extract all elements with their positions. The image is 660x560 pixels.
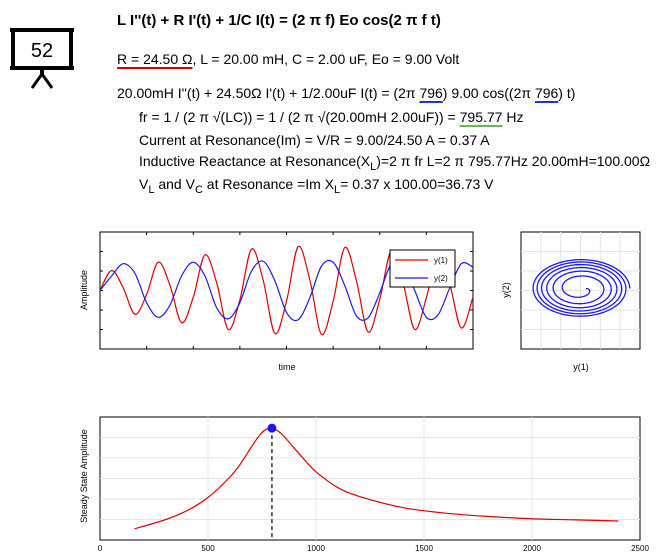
eq1-part-a: 20.00mH I''(t) + 24.50Ω I'(t) + 1/2.00uF… <box>117 85 420 101</box>
v-sub-l2: L <box>334 183 341 196</box>
eq1-frequency-1: 796 <box>419 85 443 101</box>
time-ylabel: Amplitude <box>79 270 89 310</box>
res-x-tick-label: 2500 <box>631 544 649 553</box>
xl-part-b: )=2 π fr L=2 π 795.77Hz 20.00mH=100.00Ω <box>376 153 651 169</box>
res-x-tick-label: 0 <box>98 544 103 553</box>
series-line-y1 <box>99 245 474 336</box>
equation-title: L I''(t) + R I'(t) + 1/C I(t) = (2 π f) … <box>117 12 441 29</box>
phase-plot-chart: y(1) y(2) <box>501 231 641 372</box>
phase-plot-grid <box>521 232 640 349</box>
resonance-peak-point <box>267 423 277 433</box>
differential-equation: 20.00mH I''(t) + 24.50Ω I'(t) + 1/2.00uF… <box>117 85 575 101</box>
resonance-x-tick-labels: 0 500 1000 1500 2000 2500 <box>98 544 650 553</box>
presentation-board-icon: 52 <box>8 26 76 92</box>
v-sub-c: C <box>194 183 203 196</box>
v-part-a: V <box>139 176 149 192</box>
phase-xlabel: y(1) <box>573 362 589 372</box>
fr-value: 795.77 <box>459 109 503 125</box>
res-x-tick-label: 1000 <box>307 544 325 553</box>
v-part-d: = 0.37 x 100.00=36.73 V <box>340 176 494 192</box>
resonance-curve-chart: 0 500 1000 1500 2000 2500 Steady State Amplit… <box>79 416 650 553</box>
v-part-b: and V <box>154 176 195 192</box>
fr-formula: fr = 1 / (2 π √(LC)) = 1 / (2 π √(20.00m… <box>139 109 460 125</box>
time-legend: y(1) y(2) <box>389 249 456 288</box>
current-at-resonance-line: Current at Resonance(Im) = V/R = 9.00/24… <box>139 132 490 148</box>
res-x-tick-label: 1500 <box>415 544 433 553</box>
legend-box <box>389 249 456 288</box>
xl-part-a: Inductive Reactance at Resonance(X <box>139 153 371 169</box>
phase-ylabel: y(2) <box>501 282 511 298</box>
res-x-tick-label: 2000 <box>523 544 541 553</box>
resistance-param: R = 24.50 Ω <box>117 51 193 67</box>
other-params: , L = 20.00 mH, C = 2.00 uF, Eo = 9.00 V… <box>192 51 460 67</box>
v-sub-l: L <box>148 183 155 196</box>
inductive-reactance-line: Inductive Reactance at Resonance(XL)=2 π… <box>139 153 650 173</box>
res-x-tick-label: 500 <box>201 544 215 553</box>
fr-unit: Hz <box>502 109 524 125</box>
eq1-part-b: ) 9.00 cos((2π <box>442 85 535 101</box>
xl-subscript: L <box>370 160 377 173</box>
v-part-c: at Resonance =Im X <box>202 176 335 192</box>
badge-number: 52 <box>31 40 53 62</box>
time-xlabel: time <box>278 362 295 372</box>
time-series-chart: time Amplitude y(1) y(2) <box>79 231 474 372</box>
voltage-at-resonance-line: VL and VC at Resonance =Im XL= 0.37 x 10… <box>139 176 494 196</box>
resonance-curve-line <box>134 427 619 530</box>
resonance-ylabel: Steady State Amplitude <box>79 429 89 523</box>
legend-label-y1: y(1) <box>434 256 448 265</box>
legend-label-y2: y(2) <box>434 274 448 283</box>
parameter-line: R = 24.50 Ω, L = 20.00 mH, C = 2.00 uF, … <box>117 51 459 67</box>
time-plot-ticks <box>100 232 473 349</box>
phase-spiral-line <box>532 259 631 317</box>
resonance-frequency-line: fr = 1 / (2 π √(LC)) = 1 / (2 π √(20.00m… <box>139 109 523 125</box>
eq1-part-c: ) t) <box>558 85 576 101</box>
eq1-frequency-2: 796 <box>534 85 559 101</box>
